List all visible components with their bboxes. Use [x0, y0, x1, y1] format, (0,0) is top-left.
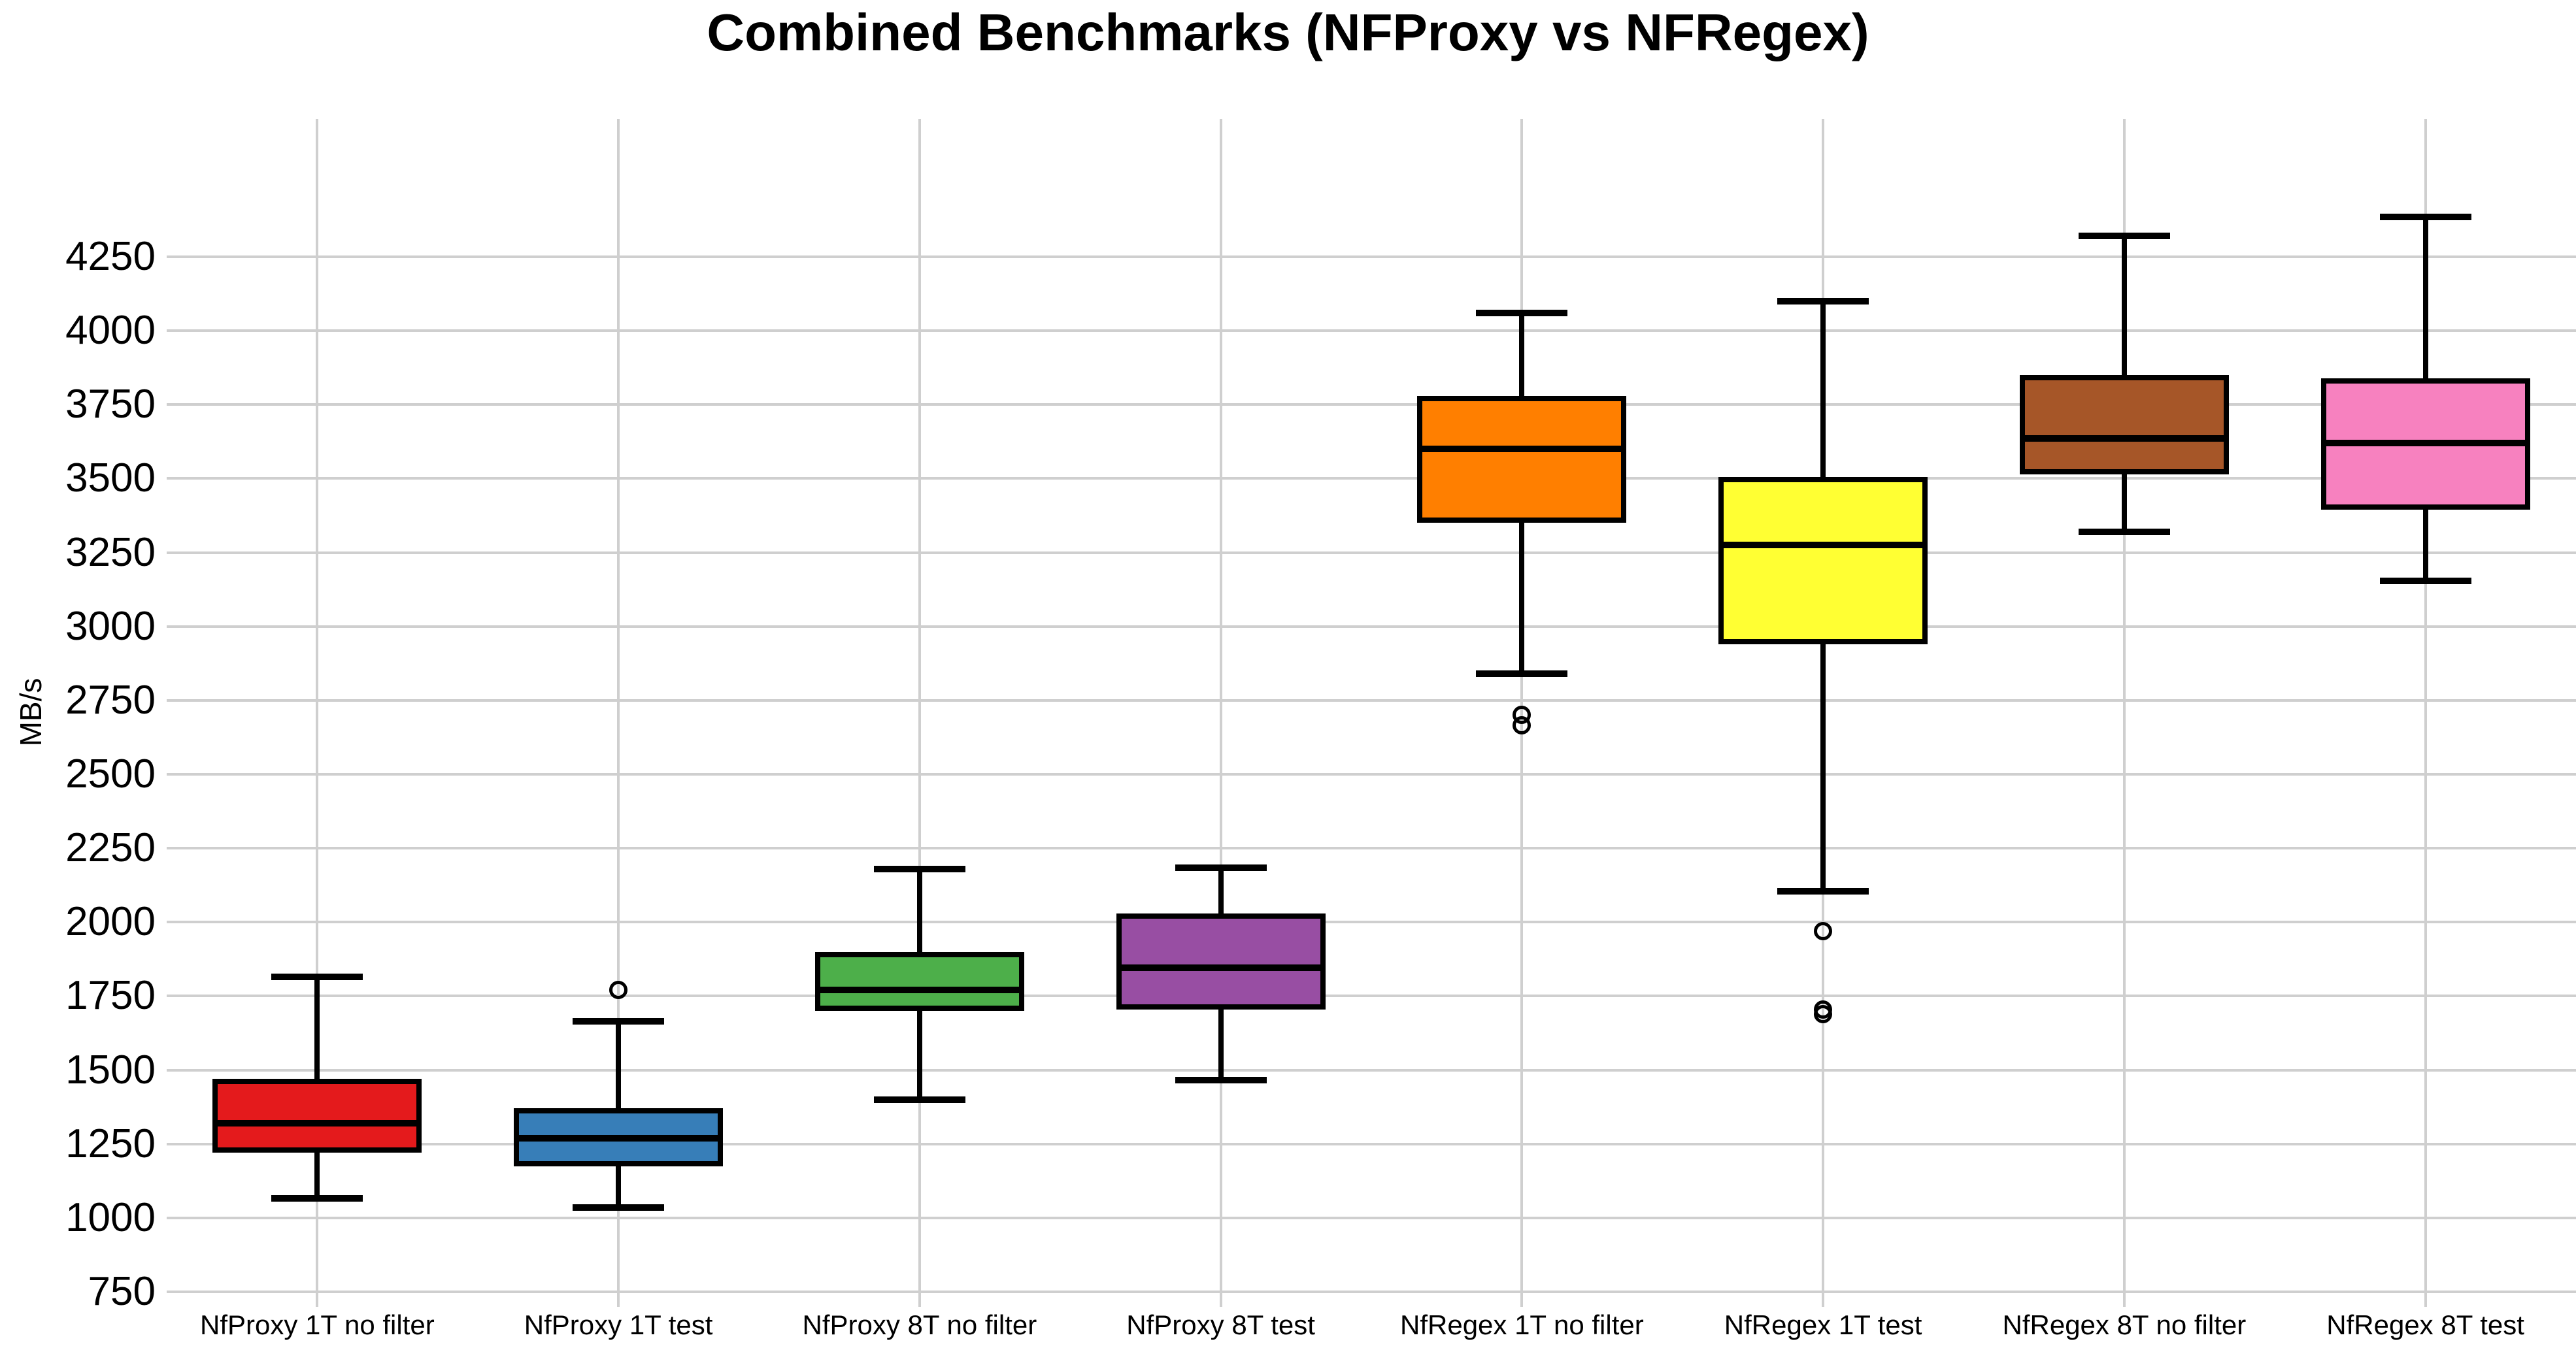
outlier-point — [1814, 921, 1833, 940]
whisker-upper-cap — [1777, 297, 1869, 304]
x-category-label: NfRegex 1T test — [1724, 1309, 1922, 1340]
whisker-upper-stem — [1218, 867, 1224, 913]
y-tick-label: 1250 — [65, 1121, 156, 1166]
y-tick-label: 2750 — [65, 677, 156, 723]
iqr-box — [1116, 913, 1326, 1010]
x-category-label: NfProxy 8T no filter — [802, 1309, 1037, 1340]
h-gridline — [167, 921, 2576, 924]
x-category-label: NfRegex 1T no filter — [1400, 1309, 1644, 1340]
v-gridline — [316, 119, 319, 1307]
median-line — [212, 1120, 422, 1127]
whisker-lower-cap — [2078, 528, 2170, 535]
v-gridline — [2424, 119, 2427, 1307]
y-tick-label: 2250 — [65, 825, 156, 871]
whisker-upper-stem — [916, 868, 922, 952]
median-line — [1116, 964, 1326, 972]
v-gridline — [918, 119, 921, 1307]
whisker-upper-stem — [2121, 236, 2127, 376]
h-gridline — [167, 477, 2576, 480]
whisker-upper-cap — [2379, 213, 2471, 220]
y-tick-label: 1750 — [65, 973, 156, 1019]
y-tick-label: 4250 — [65, 234, 156, 279]
h-gridline — [167, 403, 2576, 406]
y-tick-label: 4000 — [65, 308, 156, 354]
iqr-box — [2019, 375, 2229, 474]
whisker-lower-stem — [2121, 474, 2127, 532]
h-gridline — [167, 1291, 2576, 1293]
y-tick-label: 750 — [88, 1269, 156, 1314]
h-gridline — [167, 847, 2576, 850]
v-gridline — [617, 119, 620, 1307]
whisker-lower-cap — [1476, 670, 1568, 678]
v-gridline — [2122, 119, 2126, 1307]
y-tick-label: 2500 — [65, 751, 156, 797]
outlier-point — [609, 981, 628, 1000]
h-gridline — [167, 551, 2576, 554]
h-gridline — [167, 255, 2576, 258]
outlier-point — [1814, 1004, 1833, 1023]
iqr-box — [1718, 477, 1928, 644]
whisker-lower-cap — [573, 1204, 665, 1211]
y-tick-label: 2000 — [65, 899, 156, 945]
y-tick-label: 1500 — [65, 1047, 156, 1093]
whisker-lower-cap — [1777, 887, 1869, 895]
x-category-label: NfProxy 1T test — [524, 1309, 713, 1340]
h-gridline — [167, 773, 2576, 776]
whisker-lower-cap — [1175, 1077, 1267, 1084]
whisker-upper-cap — [2078, 233, 2170, 240]
h-gridline — [167, 625, 2576, 628]
whisker-lower-stem — [1218, 1009, 1224, 1081]
median-line — [2019, 435, 2229, 442]
median-line — [514, 1134, 724, 1142]
median-line — [814, 987, 1024, 994]
median-line — [1718, 542, 1928, 549]
h-gridline — [167, 1068, 2576, 1072]
whisker-lower-stem — [2422, 509, 2428, 581]
whisker-upper-cap — [271, 974, 363, 980]
whisker-upper-stem — [2422, 216, 2428, 378]
whisker-upper-stem — [616, 1021, 622, 1109]
chart-title: Combined Benchmarks (NFProxy vs NFRegex) — [707, 3, 1869, 61]
whisker-lower-cap — [271, 1195, 363, 1202]
whisker-upper-stem — [1519, 312, 1525, 396]
whisker-lower-cap — [2379, 577, 2471, 584]
x-category-label: NfProxy 8T test — [1126, 1309, 1315, 1340]
outlier-point — [1513, 716, 1531, 735]
iqr-box — [212, 1079, 422, 1153]
whisker-upper-cap — [1476, 309, 1568, 316]
h-gridline — [167, 995, 2576, 998]
x-category-label: NfProxy 1T no filter — [200, 1309, 435, 1340]
whisker-lower-stem — [1820, 644, 1826, 891]
x-category-label: NfRegex 8T test — [2326, 1309, 2524, 1340]
whisker-lower-stem — [616, 1166, 622, 1208]
y-tick-label: 1000 — [65, 1194, 156, 1240]
whisker-upper-cap — [573, 1017, 665, 1025]
h-gridline — [167, 699, 2576, 702]
v-gridline — [1219, 119, 1222, 1307]
iqr-box — [1417, 395, 1627, 523]
whisker-lower-cap — [873, 1096, 965, 1103]
whisker-upper-cap — [873, 865, 965, 872]
median-line — [2320, 440, 2530, 447]
whisker-upper-cap — [1175, 864, 1267, 871]
whisker-lower-stem — [916, 1011, 922, 1100]
iqr-box — [814, 951, 1024, 1011]
y-tick-label: 3750 — [65, 382, 156, 427]
whisker-lower-stem — [1519, 523, 1525, 674]
y-tick-label: 3250 — [65, 529, 156, 575]
x-category-label: NfRegex 8T no filter — [2002, 1309, 2247, 1340]
whisker-lower-stem — [314, 1153, 320, 1199]
whisker-upper-stem — [1820, 301, 1826, 478]
h-gridline — [167, 329, 2576, 333]
median-line — [1417, 446, 1627, 453]
y-tick-label: 3500 — [65, 455, 156, 501]
whisker-upper-stem — [314, 977, 320, 1079]
h-gridline — [167, 1142, 2576, 1145]
y-tick-label: 3000 — [65, 603, 156, 649]
h-gridline — [167, 1216, 2576, 1219]
